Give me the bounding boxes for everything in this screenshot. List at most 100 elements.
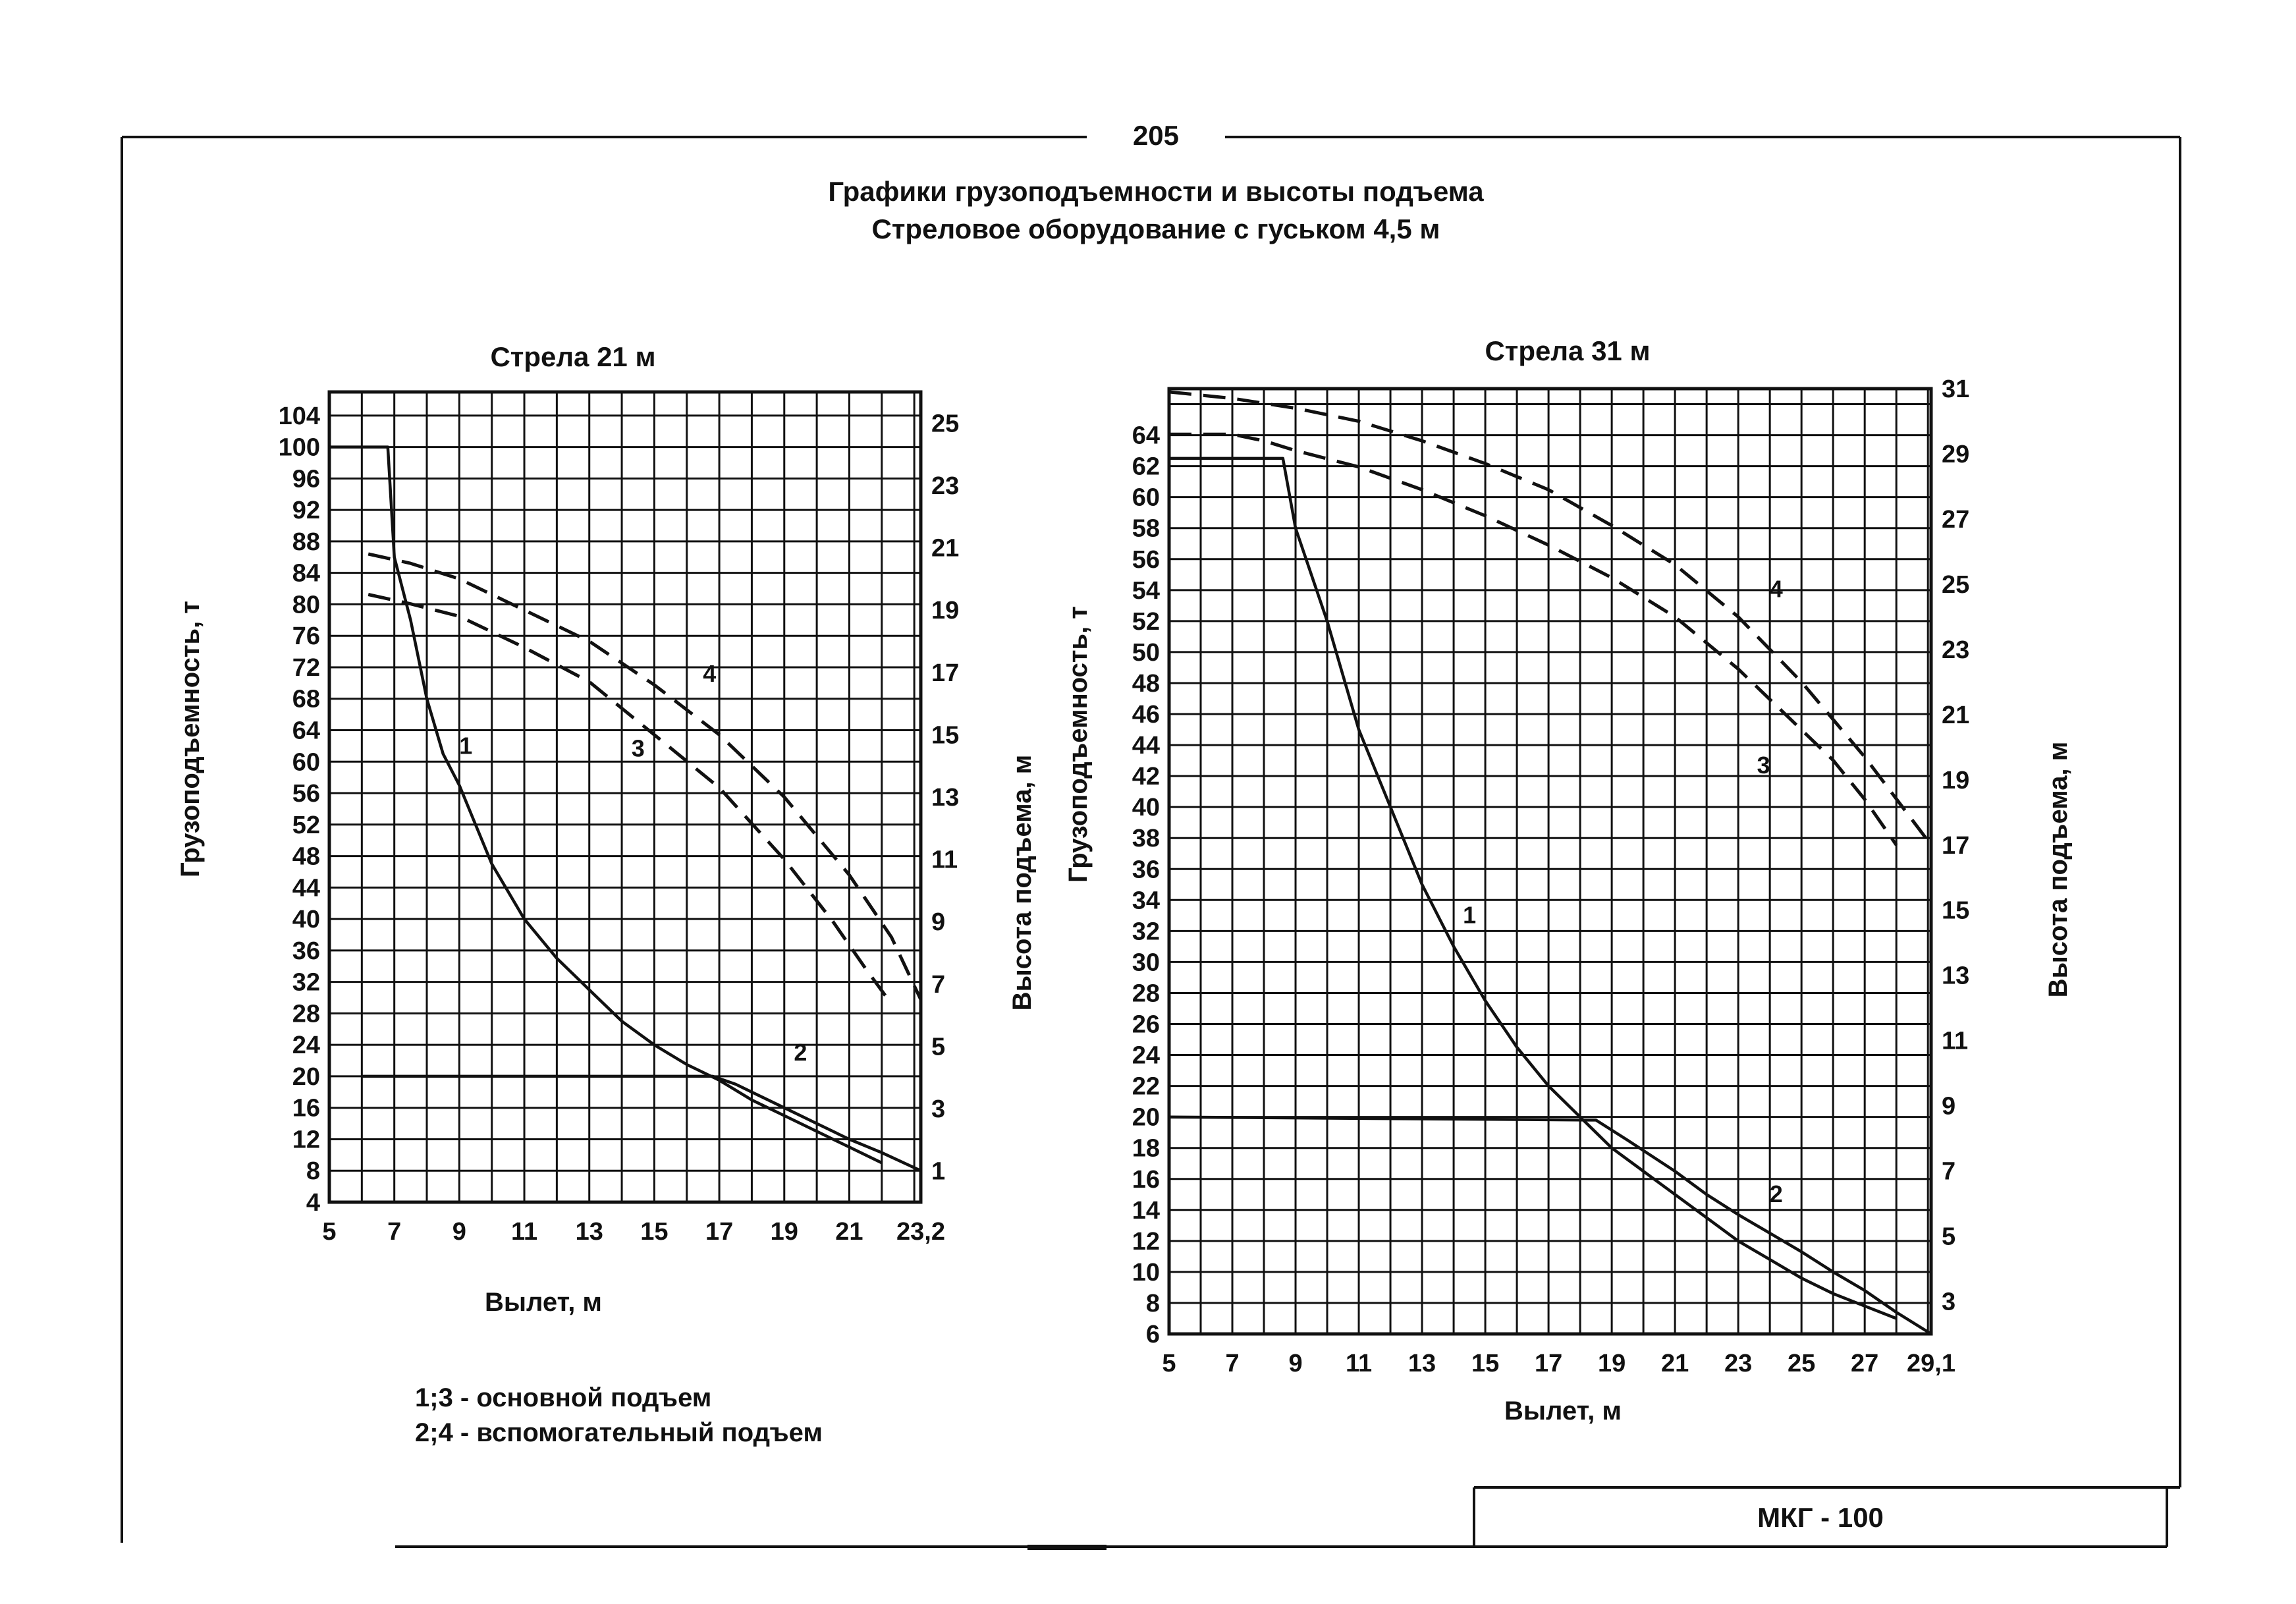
y-tick-label: 16 [292,1095,320,1122]
y2-tick-label: 9 [931,908,945,936]
curve-4 [368,552,923,1001]
y2-tick-label: 7 [931,971,945,999]
y2-tick-label: 21 [1942,702,1969,729]
curve-label: 4 [703,660,716,687]
chart-curves: 1 2 3 4 [329,445,923,1173]
y-tick-label: 16 [1132,1166,1160,1194]
x-tick-label: 29,1 [1907,1350,1955,1377]
y2-tick-label: 29 [1942,441,1969,468]
y-axis-label: Грузоподъемность, т [176,601,205,877]
x-axis-label: Вылет, м [485,1288,602,1317]
page-number: 205 [1133,120,1179,151]
curve-1 [329,445,883,1165]
y-tick-label: 12 [1132,1228,1160,1256]
y-axis-ticks: 4812162024283236404448525660646872768084… [279,402,320,1217]
x-tick-label: 11 [1346,1350,1372,1377]
chart-grid [327,390,923,1204]
curve-label: 1 [1463,902,1476,929]
chart-curves: 1 2 3 4 [1168,390,1932,1335]
curve-2 [362,1074,921,1173]
x-tick-label: 15 [1471,1350,1499,1377]
x-tick-label: 13 [576,1218,603,1246]
y-tick-label: 60 [292,748,320,776]
y-tick-label: 30 [1132,949,1160,976]
y-tick-label: 54 [1132,577,1160,605]
sheet-frame [121,136,2181,1550]
curve-2 [1168,1115,1932,1335]
x-tick-label: 9 [1288,1350,1302,1377]
y-tick-label: 26 [1132,1011,1160,1039]
page-title: Графики грузоподъемности и высоты подъем… [828,176,1484,207]
x-tick-label: 7 [387,1218,401,1246]
y-tick-label: 92 [292,497,320,524]
y2-tick-label: 3 [1942,1288,1955,1316]
y-tick-label: 52 [1132,608,1160,636]
y-tick-label: 36 [292,937,320,965]
y-tick-label: 28 [1132,980,1160,1007]
curve-label: 1 [459,732,472,759]
y-tick-label: 6 [1146,1321,1160,1348]
y-tick-label: 18 [1132,1135,1160,1163]
y2-axis-label: Высота подъема, м [1008,755,1037,1011]
x-tick-label: 21 [1661,1350,1689,1377]
x-tick-label: 17 [1535,1350,1562,1377]
x-tick-label: 19 [771,1218,798,1246]
y-tick-label: 64 [1132,422,1160,450]
y-tick-label: 88 [292,528,320,556]
y2-tick-label: 19 [931,597,959,624]
y2-tick-label: 15 [1942,897,1969,925]
y2-tick-label: 9 [1942,1093,1955,1120]
y2-tick-label: 31 [1942,375,1969,403]
legend-aux-hoist: 2;4 - вспомогательный подъем [415,1418,823,1447]
y-tick-label: 32 [292,969,320,997]
y-tick-label: 34 [1132,887,1160,914]
x-axis-ticks: 5 7 9 11 13 15 17 19 21 23,2 [322,1218,945,1246]
page-subtitle: Стреловое оборудование с гуськом 4,5 м [872,213,1440,244]
x-tick-label: 19 [1598,1350,1626,1377]
y-tick-label: 96 [292,465,320,493]
x-tick-label: 25 [1788,1350,1815,1377]
chart-grid [1167,387,1933,1336]
x-tick-label: 13 [1408,1350,1436,1377]
y-tick-label: 50 [1132,639,1160,667]
curve-label: 2 [1770,1180,1783,1207]
y-tick-label: 36 [1132,856,1160,883]
curve-3 [1169,432,1898,846]
y-tick-label: 20 [292,1063,320,1091]
y-tick-label: 32 [1132,918,1160,945]
x-tick-label: 23,2 [896,1218,945,1246]
y-tick-label: 4 [306,1189,320,1217]
y2-tick-label: 15 [931,721,959,749]
x-tick-label: 11 [511,1218,537,1246]
y-tick-label: 40 [1132,794,1160,821]
y2-tick-label: 5 [931,1033,945,1061]
x-axis-ticks: 5 7 9 11 13 15 17 19 21 23 25 27 29,1 [1162,1350,1955,1377]
y2-axis-label: Высота подъема, м [2044,742,2073,998]
y2-tick-label: 11 [1942,1028,1968,1055]
y2-tick-label: 1 [931,1158,945,1186]
y2-tick-label: 23 [931,472,959,500]
curve-label: 3 [1757,752,1770,779]
x-tick-label: 21 [835,1218,863,1246]
x-tick-label: 27 [1851,1350,1878,1377]
y-tick-label: 68 [292,686,320,713]
y-tick-label: 60 [1132,484,1160,512]
y-axis-label: Грузоподъемность, т [1064,606,1093,883]
y-tick-label: 44 [1132,732,1160,760]
chart-title: Стрела 31 м [1485,335,1650,366]
y-tick-label: 24 [292,1032,320,1059]
curve-4 [1168,390,1932,846]
y-tick-label: 58 [1132,515,1160,543]
curve-3 [368,593,890,1001]
plot-frame [327,390,923,1204]
y2-tick-label: 7 [1942,1158,1955,1186]
x-tick-label: 23 [1724,1350,1752,1377]
y-tick-label: 56 [292,780,320,808]
x-tick-label: 9 [452,1218,466,1246]
y2-tick-label: 21 [931,535,959,563]
y-tick-label: 10 [1132,1259,1160,1286]
